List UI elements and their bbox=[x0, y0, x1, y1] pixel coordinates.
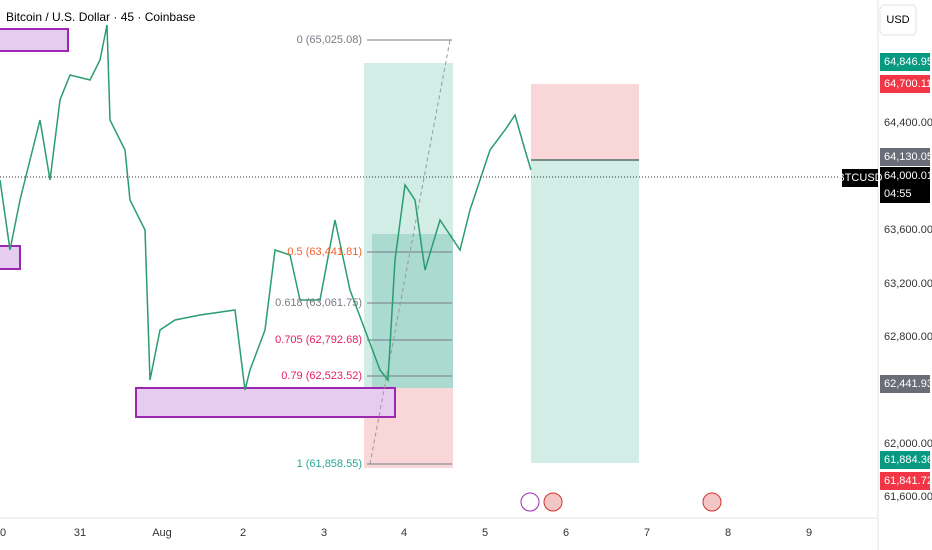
fib-lines bbox=[367, 39, 452, 465]
currency-button[interactable] bbox=[879, 4, 917, 36]
price-tag-label: 64,700.11 bbox=[884, 78, 932, 90]
price-tick: 62,800.00 bbox=[884, 331, 932, 343]
fib-label: 1 (61,858.55) bbox=[297, 458, 362, 470]
fib-trend bbox=[369, 39, 451, 465]
price-tag bbox=[880, 375, 930, 393]
fib-label: 0.705 (62,792.68) bbox=[275, 334, 362, 346]
event-icon[interactable] bbox=[520, 492, 540, 512]
price-tag-label: 64,000.01 bbox=[884, 170, 932, 182]
price-tick: 63,200.00 bbox=[884, 278, 932, 290]
fib-label: 0.79 (62,523.52) bbox=[281, 370, 362, 382]
fib-label: 0.5 (63,441.81) bbox=[287, 246, 362, 258]
price-tick: 64,400.00 bbox=[884, 117, 932, 129]
time-tick: 3 bbox=[321, 527, 327, 539]
time-tick: 2 bbox=[240, 527, 246, 539]
price-tick: 61,600.00 bbox=[884, 491, 932, 503]
event-icon[interactable] bbox=[543, 492, 563, 512]
price-tag bbox=[880, 167, 930, 185]
fib-zone bbox=[372, 234, 453, 388]
price-path bbox=[0, 24, 532, 391]
price-tag-label: 61,841.72 bbox=[884, 475, 932, 487]
countdown-tag bbox=[880, 185, 930, 203]
symbol-tag bbox=[842, 169, 878, 187]
chart-title: Bitcoin / U.S. Dollar · 45 · Coinbase bbox=[6, 10, 196, 24]
time-tick: 0 bbox=[0, 527, 6, 539]
price-tag bbox=[880, 472, 930, 490]
event-icon[interactable] bbox=[702, 492, 722, 512]
time-tick: Aug bbox=[152, 527, 172, 539]
price-tag bbox=[880, 75, 930, 93]
symbol: BTCUSD bbox=[837, 172, 882, 184]
price-tag-label: 61,884.36 bbox=[884, 454, 932, 466]
price-tag bbox=[880, 451, 930, 469]
price-tag-label: 64,846.95 bbox=[884, 56, 932, 68]
price-tag bbox=[880, 148, 930, 166]
time-tick: 7 bbox=[644, 527, 650, 539]
time-tick: 8 bbox=[725, 527, 731, 539]
fib-label: 0 (65,025.08) bbox=[297, 34, 362, 46]
time-tick: 31 bbox=[74, 527, 86, 539]
price-tag bbox=[880, 53, 930, 71]
entry-line bbox=[531, 159, 639, 161]
time-tick: 5 bbox=[482, 527, 488, 539]
time-tick: 4 bbox=[401, 527, 407, 539]
fib-label: 0.618 (63,061.75) bbox=[275, 297, 362, 309]
short-stop-zone bbox=[531, 84, 639, 160]
demand-zone bbox=[135, 387, 396, 418]
price-tick: 62,000.00 bbox=[884, 438, 932, 450]
countdown: 04:55 bbox=[884, 188, 912, 200]
short-target-zone bbox=[531, 160, 639, 463]
price-tag-label: 64,130.05 bbox=[884, 151, 932, 163]
time-tick: 9 bbox=[806, 527, 812, 539]
supply-zone bbox=[0, 28, 69, 52]
price-tick: 63,600.00 bbox=[884, 224, 932, 236]
currency: USD bbox=[886, 14, 909, 26]
price-tag-label: 62,441.93 bbox=[884, 378, 932, 390]
time-tick: 6 bbox=[563, 527, 569, 539]
